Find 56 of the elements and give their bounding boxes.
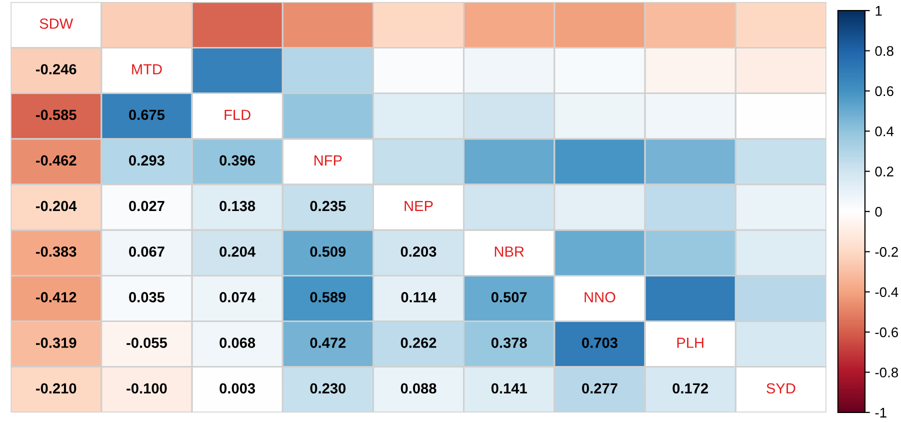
color-bar-label: 0 (875, 206, 882, 217)
data-label: 0.088 (400, 383, 436, 394)
color-bar-label: 0.4 (875, 126, 894, 136)
data-label: -0.412 (36, 292, 76, 302)
data-label: 0.235 (310, 200, 346, 212)
data-label: -0.210 (36, 383, 76, 394)
data-label: 0.003 (220, 383, 256, 394)
data-label: -0.204 (36, 200, 77, 212)
text: SYD (766, 383, 796, 394)
data-label: -0.383 (36, 246, 76, 257)
data-label: 0.507 (491, 292, 527, 302)
text: PLH (677, 338, 704, 348)
data-label: 0.396 (220, 155, 256, 166)
data-label: 0.293 (129, 155, 164, 166)
data-label: 0.114 (401, 292, 436, 302)
color-bar-label: 1 (876, 6, 882, 16)
text: NNO (584, 292, 616, 302)
color-bar-label: -0.2 (875, 247, 898, 257)
data-label: 0.703 (582, 338, 618, 348)
text: NFP (314, 155, 342, 166)
data-label: 0.172 (672, 383, 708, 394)
color-bar-label: -0.4 (875, 287, 898, 298)
data-label: 0.068 (220, 338, 256, 348)
color-bar-label: -0.6 (875, 327, 898, 338)
data-label: 0.203 (400, 246, 436, 257)
data-label: 0.589 (310, 292, 346, 302)
color-bar-label: 0.8 (875, 46, 894, 56)
data-label: -0.462 (36, 155, 76, 166)
text: SDW (40, 18, 74, 29)
data-label: 0.277 (582, 383, 618, 394)
data-label: 0.141 (491, 383, 527, 394)
color-bar-label: -1 (875, 408, 886, 418)
text: NEP (404, 201, 433, 212)
data-label: 0.035 (129, 292, 165, 302)
data-label: -0.585 (36, 110, 76, 120)
data-label: 0.675 (129, 110, 165, 120)
text: MTD (132, 64, 162, 74)
color-bar-label: 0.2 (875, 166, 894, 176)
data-label: 0.509 (310, 246, 346, 257)
data-label: -0.246 (36, 64, 76, 74)
color-bar-label: 0.6 (875, 86, 894, 96)
data-label: 0.027 (129, 200, 164, 212)
data-label: 0.378 (491, 338, 527, 348)
data-label: 0.138 (220, 200, 256, 212)
color-bar-label: -0.8 (875, 368, 898, 378)
data-label: -0.319 (36, 338, 76, 348)
text: FLD (224, 110, 250, 120)
data-label: 0.204 (220, 246, 256, 257)
data-label: 0.067 (129, 246, 164, 257)
data-label: -0.100 (126, 383, 167, 394)
data-label: 0.262 (400, 338, 436, 348)
text: NBR (494, 246, 524, 257)
data-label: 0.230 (310, 383, 346, 394)
data-label: 0.472 (310, 338, 346, 348)
data-label: 0.074 (220, 292, 256, 302)
data-label: -0.055 (126, 338, 167, 348)
